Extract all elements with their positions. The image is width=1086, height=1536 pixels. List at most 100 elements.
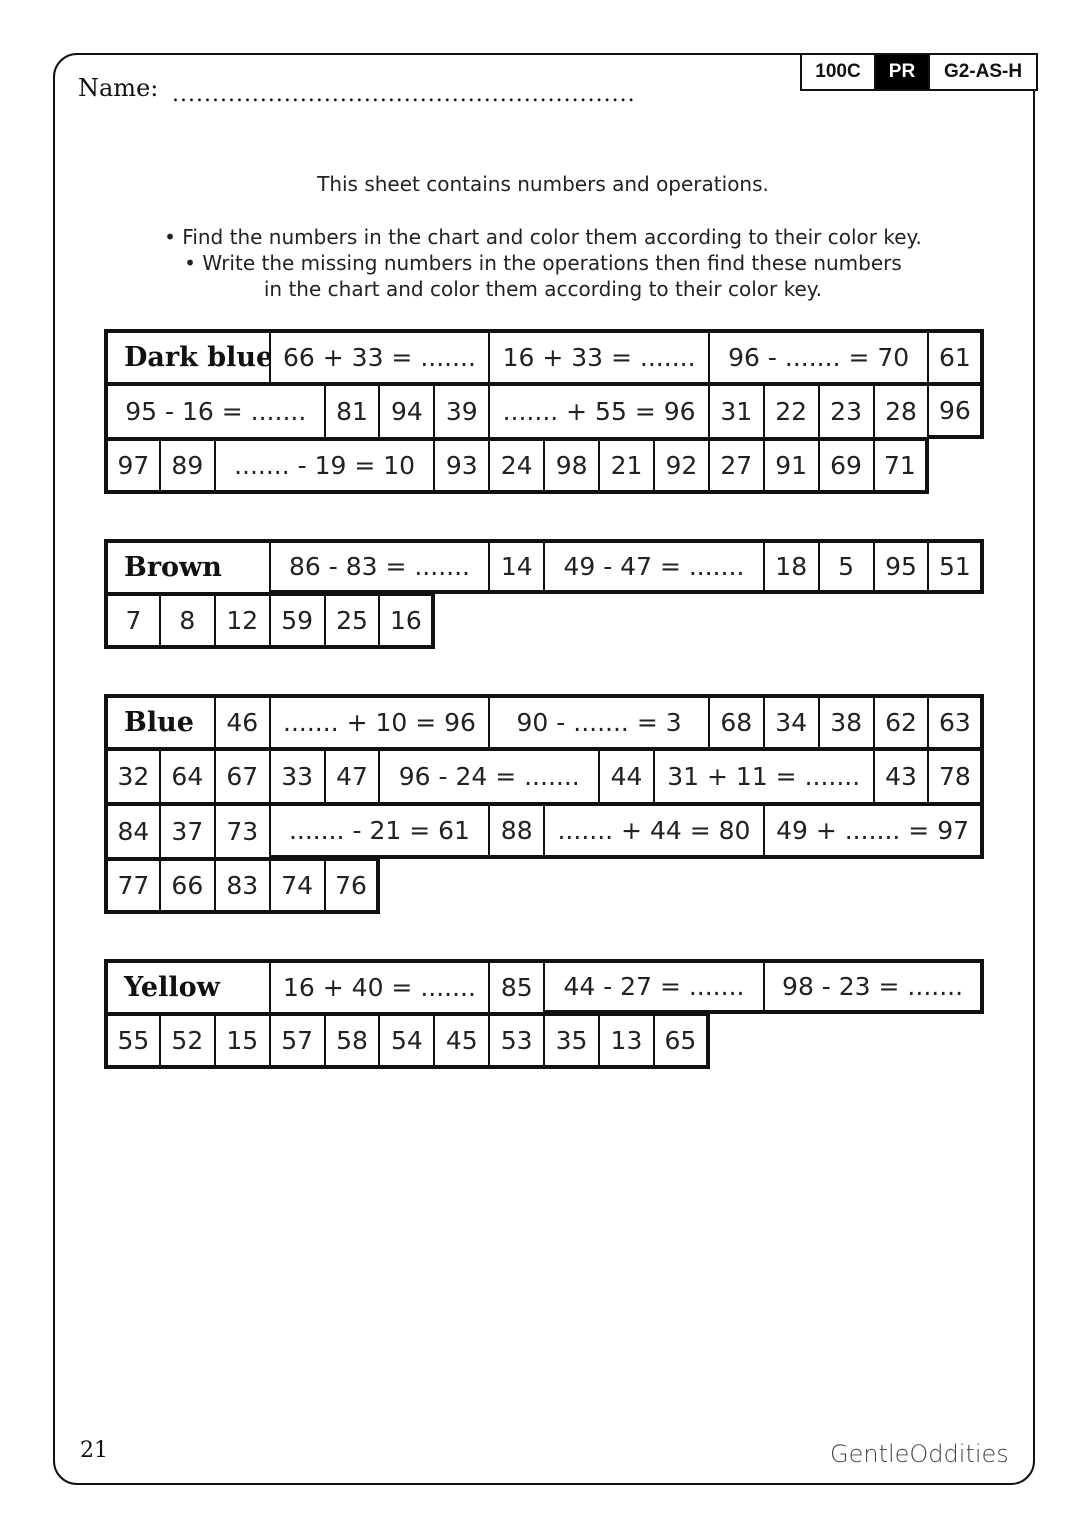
number-cell[interactable]: 31 — [707, 384, 765, 439]
number-cell[interactable]: 22 — [762, 384, 820, 439]
chart-row: 32 64 67 33 47 96 - 24 = ....... 44 31 + 11 = .… — [104, 749, 985, 804]
number-cell[interactable]: 63 — [927, 694, 985, 749]
operation-cell[interactable]: 49 + ....... = 97 — [762, 804, 985, 859]
number-cell[interactable]: 44 — [598, 749, 655, 804]
chart-row: 77 66 83 74 76 — [104, 859, 982, 914]
number-cell[interactable]: 55 — [104, 1014, 161, 1069]
operation-cell[interactable]: 98 - 23 = ....... — [762, 959, 985, 1014]
number-cell[interactable]: 35 — [543, 1014, 601, 1069]
color-key-label: Dark blue — [104, 329, 273, 384]
color-key-label: Yellow — [104, 959, 271, 1014]
number-cell[interactable]: 94 — [378, 384, 436, 439]
number-cell[interactable]: 69 — [817, 439, 875, 494]
operation-cell[interactable]: 49 - 47 = ....... — [543, 539, 765, 594]
number-cell[interactable]: 58 — [323, 1014, 381, 1069]
number-cell[interactable]: 24 — [488, 439, 546, 494]
number-cell[interactable]: 57 — [268, 1014, 326, 1069]
operation-cell[interactable]: 96 - 24 = ....... — [378, 749, 601, 804]
chart-row: Dark blue 66 + 33 = ....... 16 + 33 = ....… — [104, 329, 985, 384]
number-cell[interactable]: 78 — [927, 749, 985, 804]
operation-cell[interactable]: ....... + 10 = 96 — [268, 694, 491, 749]
number-cell[interactable]: 8 — [158, 594, 216, 649]
operation-cell[interactable]: 16 + 40 = ....... — [268, 959, 491, 1014]
number-cell[interactable]: 54 — [378, 1014, 436, 1069]
number-cell[interactable]: 64 — [158, 749, 216, 804]
number-cell[interactable]: 61 — [927, 329, 985, 384]
number-cell[interactable]: 68 — [707, 694, 765, 749]
number-cell[interactable]: 89 — [158, 439, 216, 494]
operation-cell[interactable]: ....... - 21 = 61 — [268, 804, 491, 859]
number-cell[interactable]: 97 — [104, 439, 161, 494]
instruction-1: • Find the numbers in the chart and colo… — [164, 225, 922, 249]
number-cell[interactable]: 14 — [488, 539, 546, 594]
number-cell[interactable]: 67 — [213, 749, 271, 804]
number-cell[interactable]: 93 — [433, 439, 491, 494]
number-cell[interactable]: 84 — [104, 804, 161, 859]
number-cell[interactable]: 92 — [652, 439, 710, 494]
number-cell[interactable]: 32 — [104, 749, 161, 804]
number-cell[interactable]: 47 — [323, 749, 381, 804]
number-cell[interactable]: 81 — [323, 384, 381, 439]
number-cell[interactable]: 88 — [488, 804, 546, 859]
instruction-2: • Write the missing numbers in the opera… — [184, 251, 902, 275]
operation-cell[interactable]: 44 - 27 = ....... — [543, 959, 765, 1014]
number-cell[interactable]: 16 — [378, 594, 436, 649]
number-cell[interactable]: 33 — [268, 749, 326, 804]
number-cell[interactable]: 23 — [817, 384, 875, 439]
operation-cell[interactable]: 86 - 83 = ....... — [268, 539, 491, 594]
intro-text: This sheet contains numbers and operatio… — [317, 172, 769, 196]
number-cell[interactable]: 38 — [817, 694, 875, 749]
color-key-label: Brown — [104, 539, 271, 594]
number-cell[interactable]: 21 — [598, 439, 655, 494]
number-cell[interactable]: 43 — [872, 749, 930, 804]
operation-cell[interactable]: 90 - ....... = 3 — [488, 694, 710, 749]
operation-cell[interactable]: ....... - 19 = 10 — [213, 439, 436, 494]
number-cell[interactable]: 45 — [433, 1014, 491, 1069]
operation-cell[interactable]: ....... + 55 = 96 — [488, 384, 710, 439]
number-cell[interactable]: 71 — [872, 439, 930, 494]
number-cell[interactable]: 76 — [323, 859, 381, 914]
operation-cell[interactable]: ....... + 44 = 80 — [543, 804, 765, 859]
number-cell[interactable]: 52 — [158, 1014, 216, 1069]
number-cell[interactable]: 37 — [158, 804, 216, 859]
number-cell[interactable]: 7 — [104, 594, 161, 649]
name-line[interactable]: ........................................… — [172, 82, 636, 107]
operation-cell[interactable]: 31 + 11 = ....... — [652, 749, 875, 804]
number-cell[interactable]: 18 — [762, 539, 820, 594]
number-cell[interactable]: 13 — [598, 1014, 655, 1069]
operation-cell[interactable]: 16 + 33 = ....... — [488, 329, 710, 384]
number-cell[interactable]: 95 — [872, 539, 930, 594]
number-cell[interactable]: 98 — [543, 439, 601, 494]
number-cell[interactable]: 62 — [872, 694, 930, 749]
operation-cell[interactable]: 95 - 16 = ....... — [104, 384, 326, 439]
number-cell[interactable]: 15 — [213, 1014, 271, 1069]
color-section-brown: Brown 86 - 83 = ....... 14 49 - 47 = ......… — [104, 539, 985, 649]
operation-cell[interactable]: 66 + 33 = ....... — [268, 329, 491, 384]
number-cell[interactable]: 53 — [488, 1014, 546, 1069]
number-cell[interactable]: 34 — [762, 694, 820, 749]
number-cell[interactable]: 28 — [872, 384, 930, 439]
number-cell[interactable]: 66 — [158, 859, 216, 914]
name-label: Name: — [78, 74, 159, 102]
number-cell[interactable]: 85 — [488, 959, 546, 1014]
worksheet-code-badge: 100C PR G2-AS-H — [800, 53, 1038, 91]
number-cell[interactable]: 65 — [652, 1014, 710, 1069]
number-cell[interactable]: 83 — [213, 859, 271, 914]
instruction-2-cont: in the chart and color them according to… — [263, 277, 823, 301]
number-cell[interactable]: 91 — [762, 439, 820, 494]
number-cell[interactable]: 46 — [213, 694, 271, 749]
number-cell[interactable]: 25 — [323, 594, 381, 649]
number-cell[interactable]: 77 — [104, 859, 161, 914]
number-cell[interactable]: 5 — [817, 539, 875, 594]
number-cell[interactable]: 59 — [268, 594, 326, 649]
number-cell[interactable]: 39 — [433, 384, 491, 439]
number-cell[interactable]: 74 — [268, 859, 326, 914]
number-cell[interactable]: 73 — [213, 804, 271, 859]
number-cell[interactable]: 27 — [707, 439, 765, 494]
number-cell[interactable]: 51 — [927, 539, 985, 594]
number-cell[interactable]: 12 — [213, 594, 271, 649]
operation-cell[interactable]: 96 - ....... = 70 — [707, 329, 930, 384]
number-cell[interactable]: 96 — [927, 384, 985, 439]
